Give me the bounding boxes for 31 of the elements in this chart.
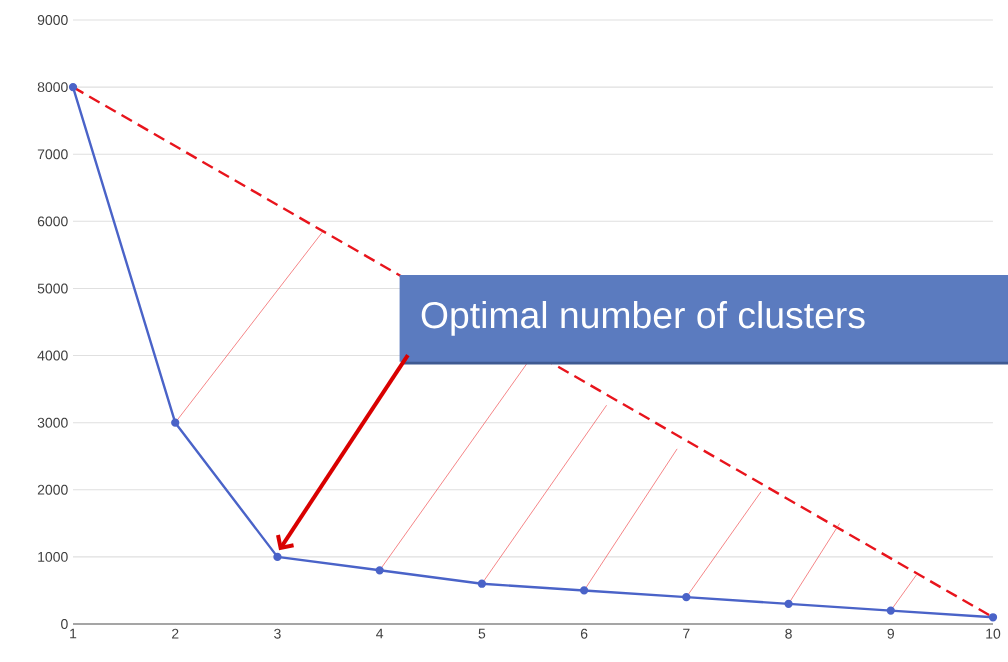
point bbox=[579, 586, 589, 595]
x-tick-label: 6 bbox=[580, 628, 588, 639]
point bbox=[886, 606, 895, 615]
y-tick-label: 1000 bbox=[38, 551, 68, 562]
annotation: Optimal number of clusters bbox=[421, 301, 865, 336]
point bbox=[682, 593, 691, 602]
point bbox=[477, 579, 487, 588]
x-tick-label: 1 bbox=[70, 628, 77, 639]
point bbox=[273, 552, 282, 562]
y-tick-label: 7000 bbox=[37, 149, 68, 160]
x-tick-label: 5 bbox=[478, 628, 486, 639]
x-tick-label: 9 bbox=[887, 628, 894, 639]
y-tick-label: 5000 bbox=[37, 283, 68, 294]
y-tick-label: 8000 bbox=[37, 82, 68, 93]
x-tick-label: 10 bbox=[986, 628, 1001, 639]
y-tick-label: 6000 bbox=[37, 216, 68, 227]
x-tick-label: 2 bbox=[172, 628, 179, 639]
y-tick-label: 4000 bbox=[37, 350, 68, 361]
y-tick-label: 0 bbox=[61, 619, 68, 629]
x-tick-label: 4 bbox=[376, 628, 384, 639]
y-tick-label: 9000 bbox=[37, 15, 68, 25]
x-tick-label: 7 bbox=[683, 628, 690, 639]
point bbox=[171, 418, 180, 427]
y-tick-label: 2000 bbox=[37, 484, 68, 495]
y-tick-label: 3000 bbox=[37, 417, 68, 428]
point bbox=[988, 613, 998, 622]
x-tick-label: 3 bbox=[274, 628, 281, 639]
point bbox=[375, 566, 384, 575]
point bbox=[784, 599, 793, 608]
point bbox=[68, 82, 78, 92]
x-tick-label: 8 bbox=[785, 628, 792, 639]
